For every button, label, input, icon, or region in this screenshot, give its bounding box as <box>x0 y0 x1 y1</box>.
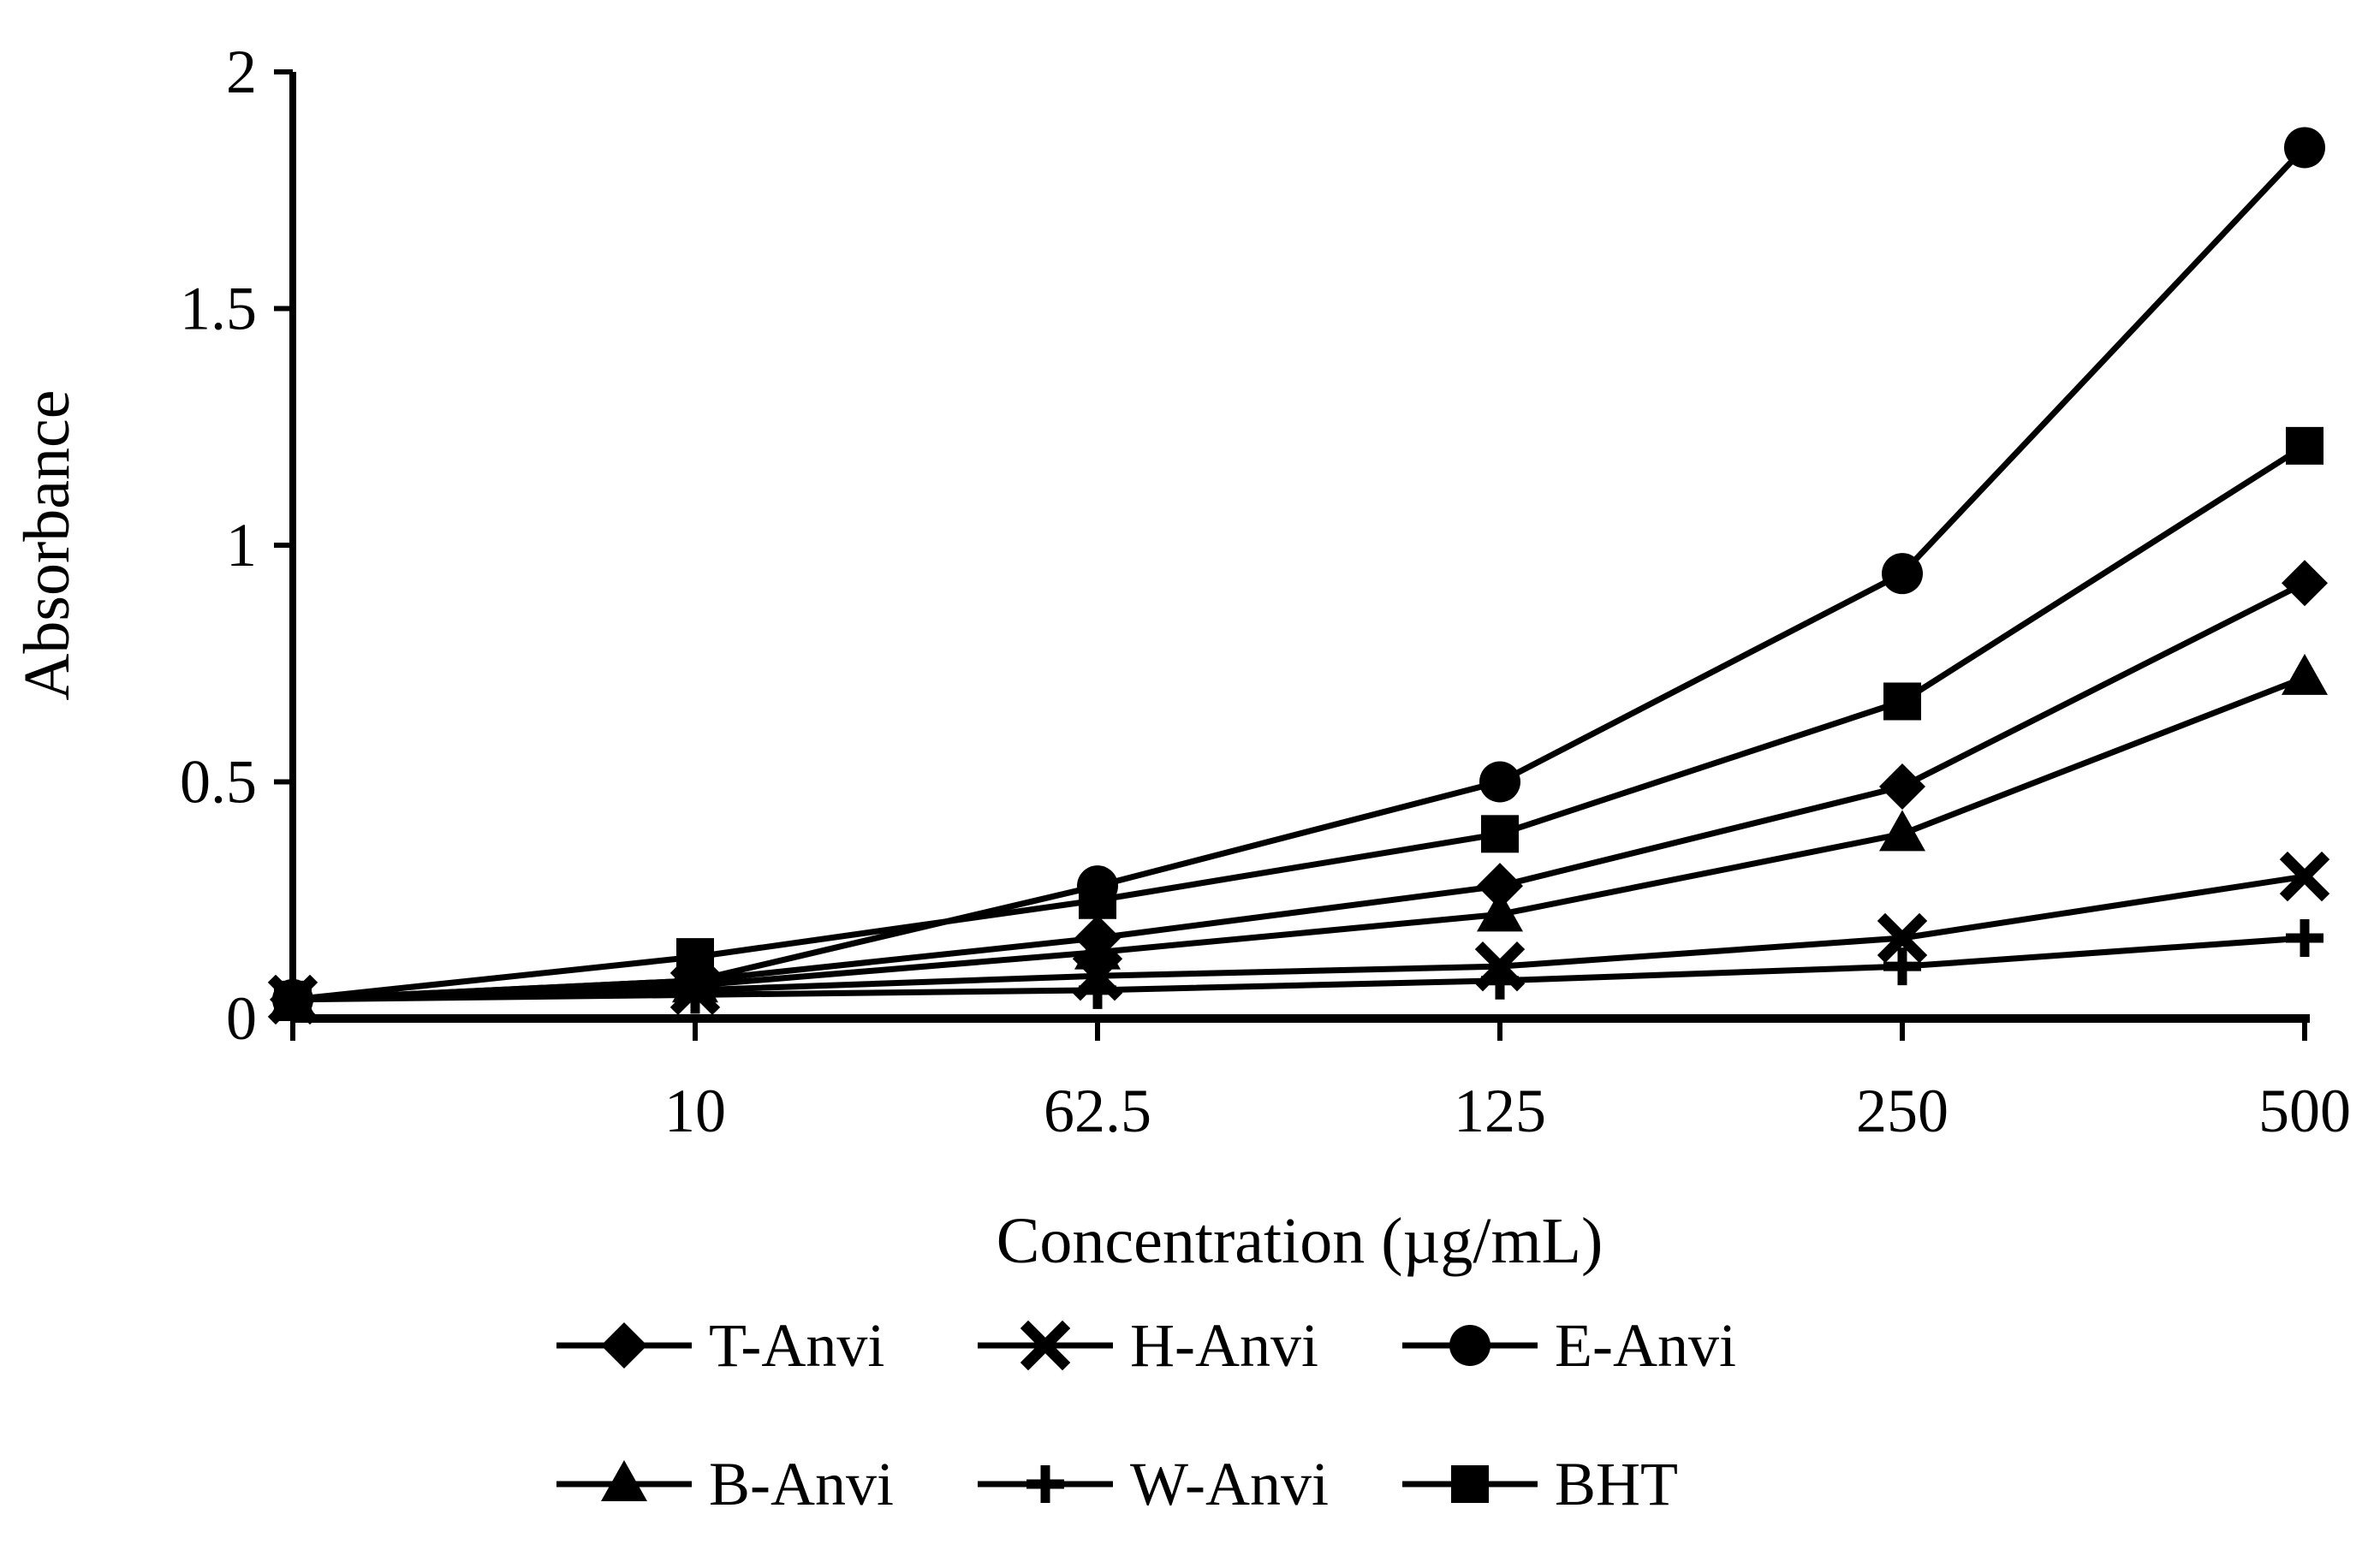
data-point-e-anvi <box>1479 761 1520 803</box>
legend-item-h-anvi: H-Anvi <box>978 1311 1318 1380</box>
data-point-b-anvi <box>2282 653 2328 695</box>
legend-label: BHT <box>1555 1450 1678 1518</box>
x-tick-label: 10 <box>664 1077 726 1145</box>
data-point-e-anvi <box>2284 127 2325 169</box>
legend-label: B-Anvi <box>709 1450 894 1518</box>
legend-label: T-Anvi <box>709 1311 884 1380</box>
data-point-bht <box>2286 426 2323 465</box>
y-axis-title: Absorbance <box>11 390 83 701</box>
legend-item-bht: BHT <box>1402 1450 1678 1518</box>
x-tick-label: 500 <box>2258 1077 2351 1145</box>
series-line-h-anvi <box>292 873 2306 1003</box>
ticks-layer: 0 0.5 1 1.5 2 10 62.5 125 250 500 <box>180 38 2351 1145</box>
series-e-anvi <box>272 127 2325 1020</box>
data-point-w-anvi <box>2286 918 2323 957</box>
legend-marker-w-anvi <box>1026 1465 1064 1503</box>
y-tick-label: 0 <box>226 984 257 1053</box>
legend-marker-e-anvi <box>1449 1325 1490 1366</box>
y-tick-label: 0.5 <box>180 748 257 817</box>
y-tick-label: 1.5 <box>180 275 257 343</box>
legend-item-b-anvi: B-Anvi <box>556 1450 894 1518</box>
legend-marker-b-anvi <box>601 1460 647 1501</box>
data-point-w-anvi <box>676 976 714 1014</box>
series-line-w-anvi <box>292 935 2306 1003</box>
legend-item-t-anvi: T-Anvi <box>556 1311 884 1380</box>
legend-label: H-Anvi <box>1130 1311 1318 1380</box>
series-h-anvi <box>267 851 2330 1025</box>
series-layer <box>267 127 2330 1025</box>
legend: T-Anvi H-Anvi E-Anvi B-Anvi W-Anvi BHT <box>556 1311 1736 1518</box>
legend-marker-bht <box>1451 1465 1489 1503</box>
series-line-bht <box>292 442 2306 1003</box>
data-point-e-anvi <box>1882 553 1923 595</box>
legend-label: W-Anvi <box>1130 1450 1329 1518</box>
data-point-t-anvi <box>2282 560 2328 607</box>
legend-item-e-anvi: E-Anvi <box>1402 1311 1736 1380</box>
legend-marker-h-anvi <box>1020 1320 1071 1371</box>
data-point-bht <box>1079 881 1116 919</box>
series-line-t-anvi <box>292 580 2306 1003</box>
data-point-t-anvi <box>1477 863 1523 910</box>
data-point-b-anvi <box>1477 890 1523 932</box>
series-line-b-anvi <box>292 674 2306 1003</box>
data-point-h-anvi <box>1877 912 1928 964</box>
data-point-bht <box>676 938 714 977</box>
x-tick-label: 250 <box>1856 1077 1949 1145</box>
legend-label: E-Anvi <box>1555 1311 1736 1380</box>
series-bht <box>274 426 2323 1018</box>
series-w-anvi <box>274 918 2323 1018</box>
x-tick-label: 62.5 <box>1044 1077 1151 1145</box>
x-axis-title: Concentration (µg/mL) <box>997 1205 1604 1277</box>
data-point-bht <box>1481 815 1519 853</box>
y-tick-label: 1 <box>226 511 257 579</box>
data-point-w-anvi <box>1481 961 1519 1000</box>
legend-item-w-anvi: W-Anvi <box>978 1450 1329 1518</box>
data-point-w-anvi <box>1079 971 1116 1009</box>
series-line-e-anvi <box>292 145 2307 1003</box>
data-point-b-anvi <box>1879 810 1925 852</box>
axes-layer <box>289 72 2310 1023</box>
data-point-w-anvi <box>1883 947 1921 986</box>
data-point-bht <box>1883 682 1921 721</box>
x-tick-label: 125 <box>1454 1077 1546 1145</box>
legend-marker-t-anvi <box>601 1322 647 1369</box>
data-point-b-anvi <box>1074 928 1121 970</box>
data-point-t-anvi <box>1879 763 1925 811</box>
data-point-h-anvi <box>2279 851 2330 902</box>
y-tick-label: 2 <box>226 38 257 106</box>
